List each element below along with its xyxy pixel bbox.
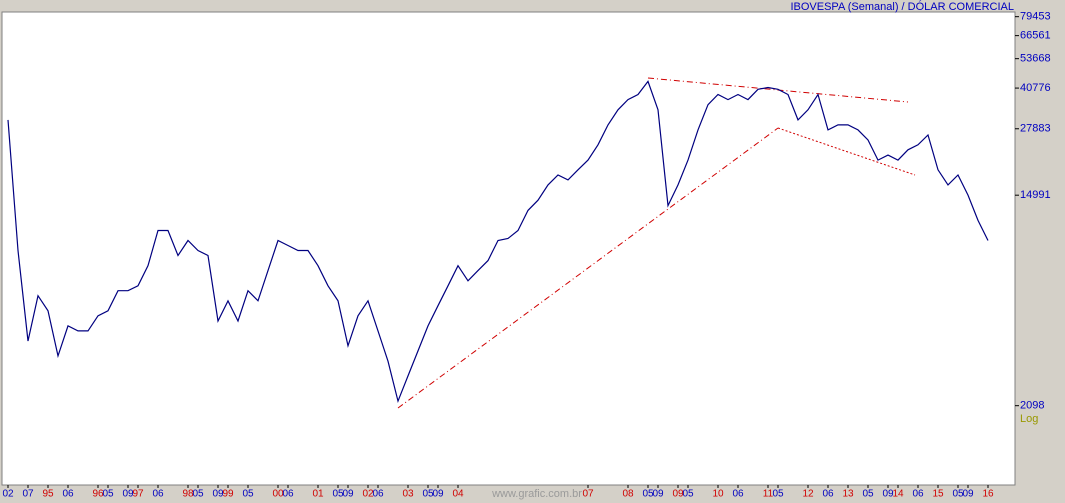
y-tick-label: 40776	[1020, 82, 1051, 94]
y-tick-label: 66561	[1020, 30, 1051, 42]
x-tick-label: 12	[802, 489, 814, 500]
x-tick-label: 96	[92, 489, 104, 500]
x-tick-label: 09	[882, 489, 894, 500]
x-tick-label: 06	[822, 489, 834, 500]
x-tick-label: 09	[652, 489, 664, 500]
x-tick-label: 05	[242, 489, 254, 500]
x-tick-label: 14	[892, 489, 904, 500]
x-tick-label: 06	[282, 489, 294, 500]
x-tick-label: 07	[582, 489, 594, 500]
watermark: www.grafic.com.br	[491, 488, 582, 500]
x-tick-label: 16	[982, 489, 994, 500]
x-tick-label: 10	[712, 489, 724, 500]
x-tick-label: 06	[152, 489, 164, 500]
chart-title: IBOVESPA (Semanal) / DÓLAR COMERCIAL	[790, 0, 1014, 13]
y-tick-label: 27883	[1020, 123, 1051, 135]
y-tick-label: 14991	[1020, 189, 1051, 201]
x-tick-label: 06	[912, 489, 924, 500]
trend-line	[397, 127, 779, 409]
x-tick-label: 07	[22, 489, 34, 500]
x-tick-label: 15	[932, 489, 944, 500]
x-tick-label: 01	[312, 489, 324, 500]
x-tick-label: 09	[342, 489, 354, 500]
scale-label: Log	[1020, 413, 1038, 425]
x-tick-label: 03	[402, 489, 414, 500]
x-tick-label: 05	[102, 489, 114, 500]
trend-line	[777, 127, 916, 176]
x-tick-label: 00	[272, 489, 284, 500]
y-tick-label: 2098	[1020, 400, 1044, 412]
x-tick-label: 06	[372, 489, 384, 500]
x-tick-label: 02	[2, 489, 14, 500]
x-tick-label: 05	[332, 489, 344, 500]
x-tick-label: 09	[962, 489, 974, 500]
x-tick-label: 09	[212, 489, 224, 500]
x-tick-label: 05	[642, 489, 654, 500]
x-tick-label: 99	[222, 489, 234, 500]
x-tick-label: 09	[672, 489, 684, 500]
plot-area	[1, 11, 1016, 486]
trend-line	[647, 77, 909, 103]
x-tick-label: 13	[842, 489, 854, 500]
x-tick-label: 06	[732, 489, 744, 500]
x-tick-label: 05	[422, 489, 434, 500]
x-tick-label: 05	[952, 489, 964, 500]
x-tick-label: 98	[182, 489, 194, 500]
x-tick-label: 06	[62, 489, 74, 500]
x-tick-label: 95	[42, 489, 54, 500]
y-tick-label: 79453	[1020, 11, 1051, 23]
x-tick-label: 05	[862, 489, 874, 500]
y-tick-label: 53668	[1020, 53, 1051, 65]
x-tick-label: 04	[452, 489, 464, 500]
x-tick-label: 11	[763, 489, 774, 500]
x-tick-label: 02	[362, 489, 374, 500]
x-tick-label: 09	[122, 489, 134, 500]
x-tick-label: 97	[132, 489, 144, 500]
x-tick-label: 05	[192, 489, 204, 500]
x-tick-label: 08	[622, 489, 634, 500]
price-line	[7, 80, 989, 404]
x-tick-label: 05	[682, 489, 694, 500]
x-tick-label: 09	[432, 489, 444, 500]
x-tick-label: 05	[772, 489, 784, 500]
